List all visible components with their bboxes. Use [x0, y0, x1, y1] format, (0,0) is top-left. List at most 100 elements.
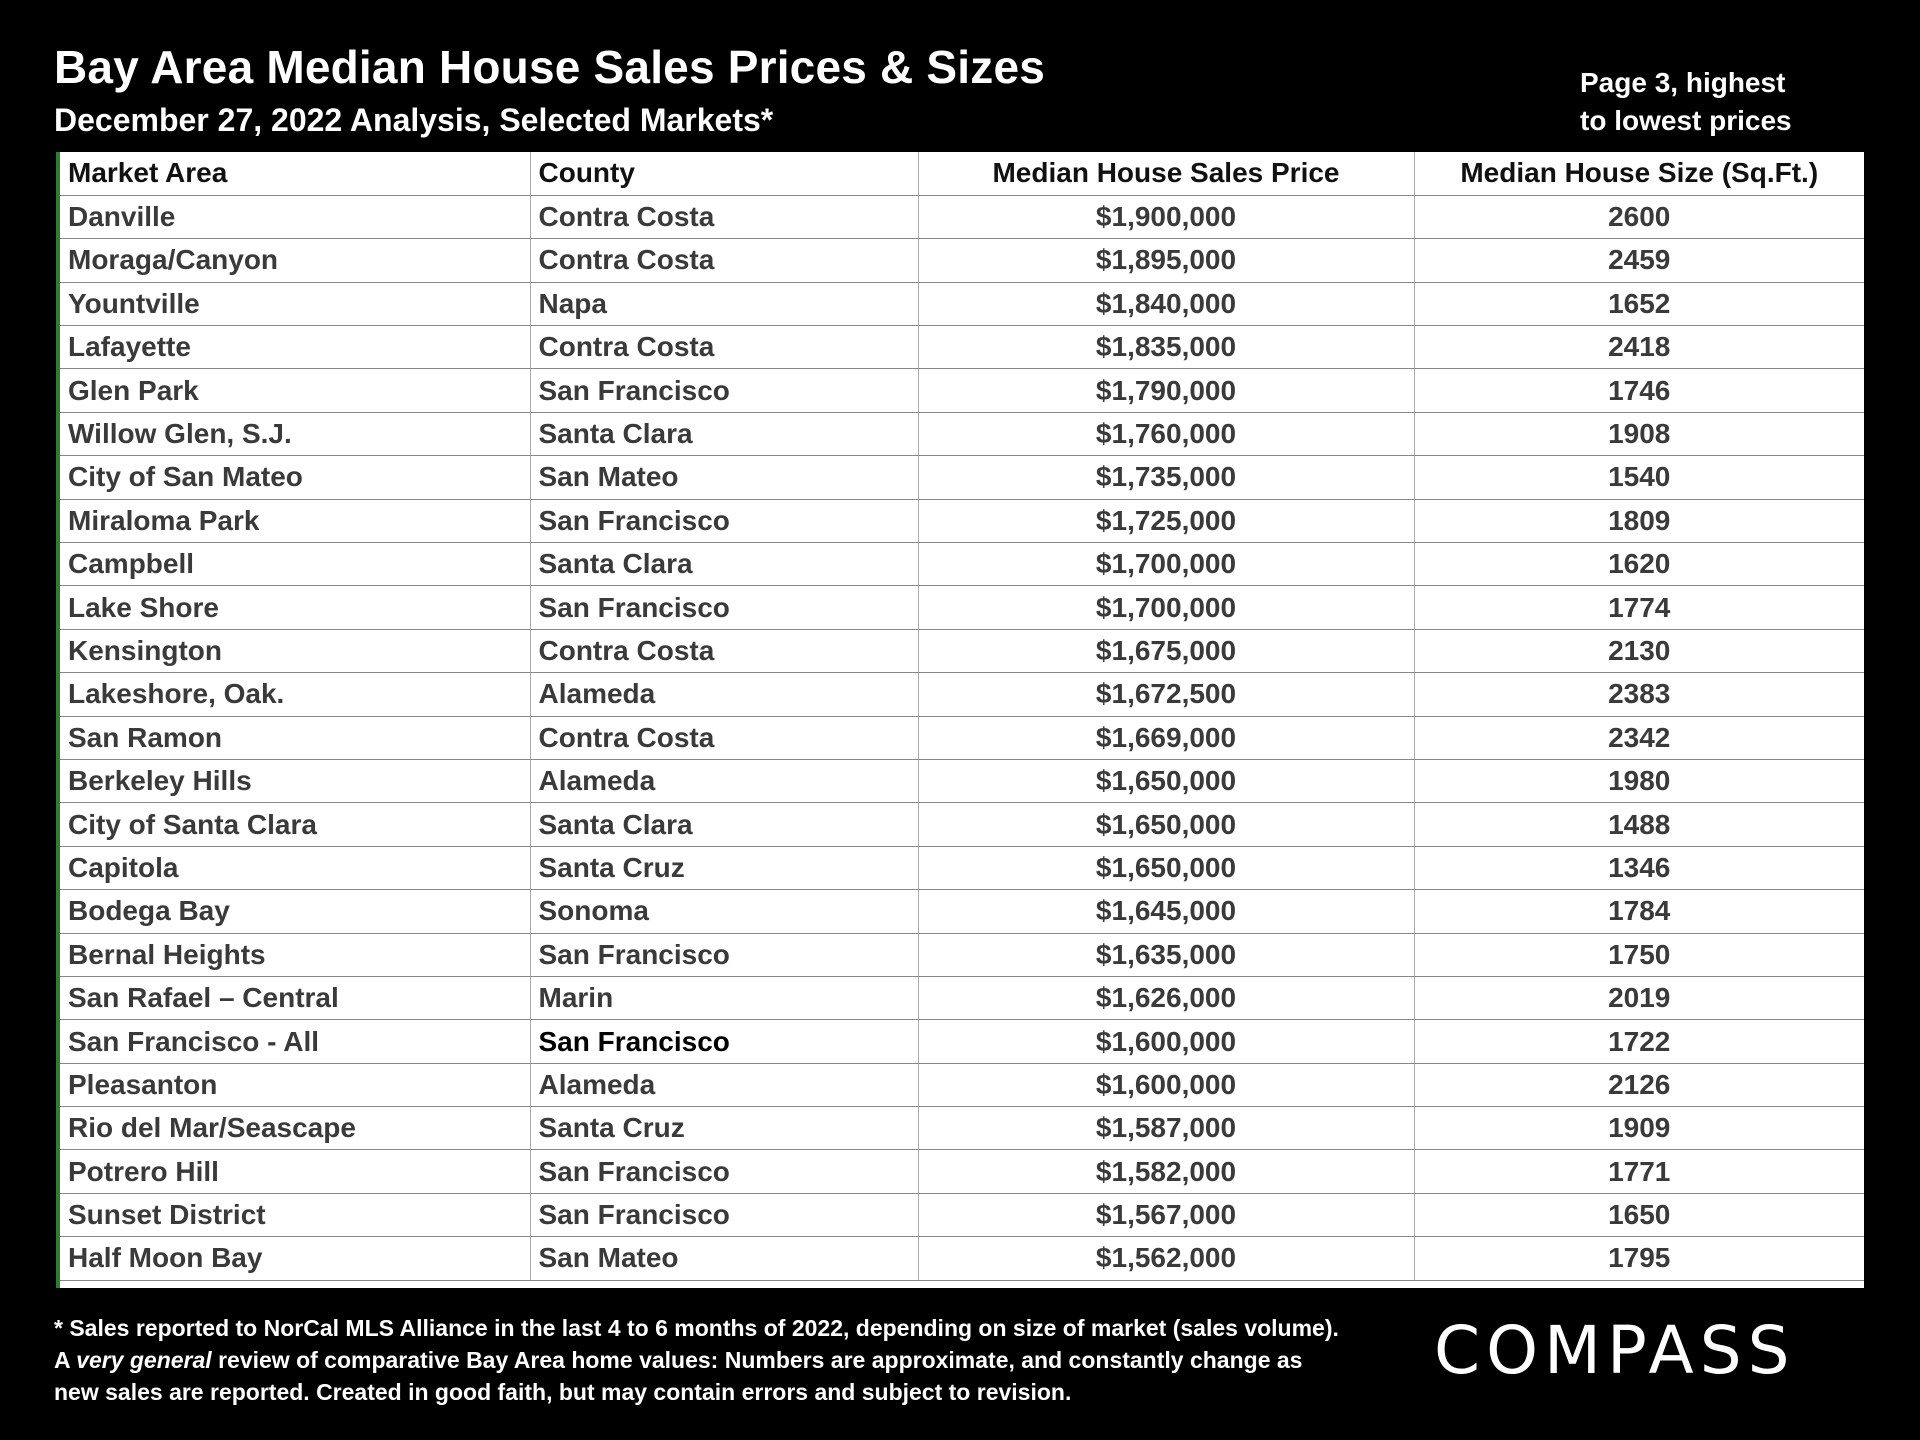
cell-price: $1,562,000 — [917, 1236, 1414, 1281]
cell-price: $1,790,000 — [917, 368, 1414, 413]
cell-price: $1,760,000 — [917, 412, 1414, 457]
cell-price: $1,735,000 — [917, 455, 1414, 500]
cell-market-area: Lafayette — [60, 325, 530, 370]
table-row: Capitola Santa Cruz $1,650,000 1346 — [60, 846, 1864, 891]
cell-size: 1650 — [1413, 1193, 1864, 1238]
footnote-line3: new sales are reported. Created in good … — [54, 1379, 1072, 1405]
cell-market-area: Berkeley Hills — [60, 759, 530, 804]
cell-market-area: Bernal Heights — [60, 933, 530, 977]
cell-county: San Francisco — [529, 1193, 918, 1238]
table-row: Bodega Bay Sonoma $1,645,000 1784 — [60, 889, 1864, 934]
cell-county: San Francisco — [529, 1149, 918, 1194]
table-header-row: Market Area County Median House Sales Pr… — [60, 152, 1864, 196]
footnote-line2: A very general review of comparative Bay… — [54, 1344, 1374, 1376]
cell-price: $1,650,000 — [917, 846, 1414, 891]
column-header-market-area: Market Area — [60, 152, 530, 196]
cell-county: Contra Costa — [529, 716, 918, 760]
column-header-size: Median House Size (Sq.Ft.) — [1413, 152, 1864, 196]
table-row: Danville Contra Costa $1,900,000 2600 — [60, 195, 1864, 240]
footnote: * Sales reported to NorCal MLS Alliance … — [54, 1312, 1374, 1408]
cell-price: $1,645,000 — [917, 889, 1414, 934]
cell-county: Contra Costa — [529, 629, 918, 674]
column-header-price: Median House Sales Price — [917, 152, 1414, 196]
footnote-emphasis: very general — [76, 1347, 212, 1373]
cell-price: $1,725,000 — [917, 499, 1414, 544]
cell-market-area: City of San Mateo — [60, 455, 530, 500]
compass-logo: COMPASS — [1434, 1312, 1796, 1389]
cell-size: 1809 — [1413, 499, 1864, 544]
cell-size: 1909 — [1413, 1106, 1864, 1151]
cell-market-area: Moraga/Canyon — [60, 238, 530, 283]
page-note-line2: to lowest prices — [1580, 105, 1792, 136]
cell-price: $1,650,000 — [917, 759, 1414, 804]
cell-size: 1771 — [1413, 1149, 1864, 1194]
cell-market-area: Half Moon Bay — [60, 1236, 530, 1281]
cell-county: Santa Clara — [529, 802, 918, 847]
prices-table-container: Market Area County Median House Sales Pr… — [56, 152, 1864, 1288]
cell-market-area: Lakeshore, Oak. — [60, 672, 530, 717]
table-row: Pleasanton Alameda $1,600,000 2126 — [60, 1063, 1864, 1108]
footnote-line2-prefix: A — [54, 1347, 77, 1373]
cell-county: Sonoma — [529, 889, 918, 934]
cell-price: $1,650,000 — [917, 802, 1414, 847]
cell-county: Santa Cruz — [529, 1106, 918, 1151]
cell-county: San Francisco — [529, 368, 918, 413]
cell-price: $1,900,000 — [917, 195, 1414, 240]
cell-price: $1,700,000 — [917, 585, 1414, 630]
cell-size: 1722 — [1413, 1019, 1864, 1064]
cell-county: Santa Cruz — [529, 846, 918, 891]
cell-size: 1346 — [1413, 846, 1864, 891]
table-row: City of San Mateo San Mateo $1,735,000 1540 — [60, 455, 1864, 500]
cell-county: Contra Costa — [529, 325, 918, 370]
cell-market-area: Kensington — [60, 629, 530, 674]
cell-county: San Mateo — [529, 455, 918, 500]
cell-price: $1,626,000 — [917, 976, 1414, 1021]
table-row: Campbell Santa Clara $1,700,000 1620 — [60, 542, 1864, 587]
table-row: Rio del Mar/Seascape Santa Cruz $1,587,000… — [60, 1106, 1864, 1151]
cell-county: Santa Clara — [529, 412, 918, 457]
table-row: Glen Park San Francisco $1,790,000 1746 — [60, 368, 1864, 413]
cell-county: San Francisco — [529, 933, 918, 977]
cell-size: 2019 — [1413, 976, 1864, 1021]
footnote-line2-rest: review of comparative Bay Area home valu… — [211, 1347, 1303, 1373]
cell-market-area: Yountville — [60, 282, 530, 327]
cell-market-area: Willow Glen, S.J. — [60, 412, 530, 457]
cell-county: San Mateo — [529, 1236, 918, 1281]
cell-county: San Francisco — [529, 499, 918, 544]
cell-market-area: City of Santa Clara — [60, 802, 530, 847]
table-row: Potrero Hill San Francisco $1,582,000 1771 — [60, 1149, 1864, 1194]
cell-size: 2342 — [1413, 716, 1864, 760]
cell-size: 2126 — [1413, 1063, 1864, 1108]
cell-market-area: Danville — [60, 195, 530, 240]
cell-county: Contra Costa — [529, 195, 918, 240]
cell-size: 2130 — [1413, 629, 1864, 674]
table-row: Miraloma Park San Francisco $1,725,000 1809 — [60, 499, 1864, 544]
cell-size: 1652 — [1413, 282, 1864, 327]
cell-price: $1,675,000 — [917, 629, 1414, 674]
table-row: Lakeshore, Oak. Alameda $1,672,500 2383 — [60, 672, 1864, 717]
cell-price: $1,895,000 — [917, 238, 1414, 283]
page-note-line1: Page 3, highest — [1580, 67, 1786, 98]
cell-price: $1,672,500 — [917, 672, 1414, 717]
table-row: Half Moon Bay San Mateo $1,562,000 1795 — [60, 1236, 1864, 1281]
cell-market-area: San Rafael – Central — [60, 976, 530, 1021]
table-row: San Rafael – Central Marin $1,626,000 2019 — [60, 976, 1864, 1021]
cell-market-area: Bodega Bay — [60, 889, 530, 934]
page-title: Bay Area Median House Sales Prices & Siz… — [54, 41, 1046, 93]
table-row: City of Santa Clara Santa Clara $1,650,000… — [60, 802, 1864, 847]
cell-size: 1620 — [1413, 542, 1864, 587]
column-header-county: County — [529, 152, 918, 196]
cell-price: $1,567,000 — [917, 1193, 1414, 1238]
table-row: Sunset District San Francisco $1,567,000 16… — [60, 1193, 1864, 1238]
cell-market-area: San Ramon — [60, 716, 530, 760]
cell-price: $1,835,000 — [917, 325, 1414, 370]
cell-county: Marin — [529, 976, 918, 1021]
cell-price: $1,600,000 — [917, 1019, 1414, 1064]
cell-market-area: Capitola — [60, 846, 530, 891]
cell-price: $1,600,000 — [917, 1063, 1414, 1108]
cell-county: Alameda — [529, 1063, 918, 1108]
cell-size: 2459 — [1413, 238, 1864, 283]
cell-market-area: San Francisco - All — [60, 1019, 530, 1064]
cell-county: Alameda — [529, 759, 918, 804]
cell-market-area: Glen Park — [60, 368, 530, 413]
